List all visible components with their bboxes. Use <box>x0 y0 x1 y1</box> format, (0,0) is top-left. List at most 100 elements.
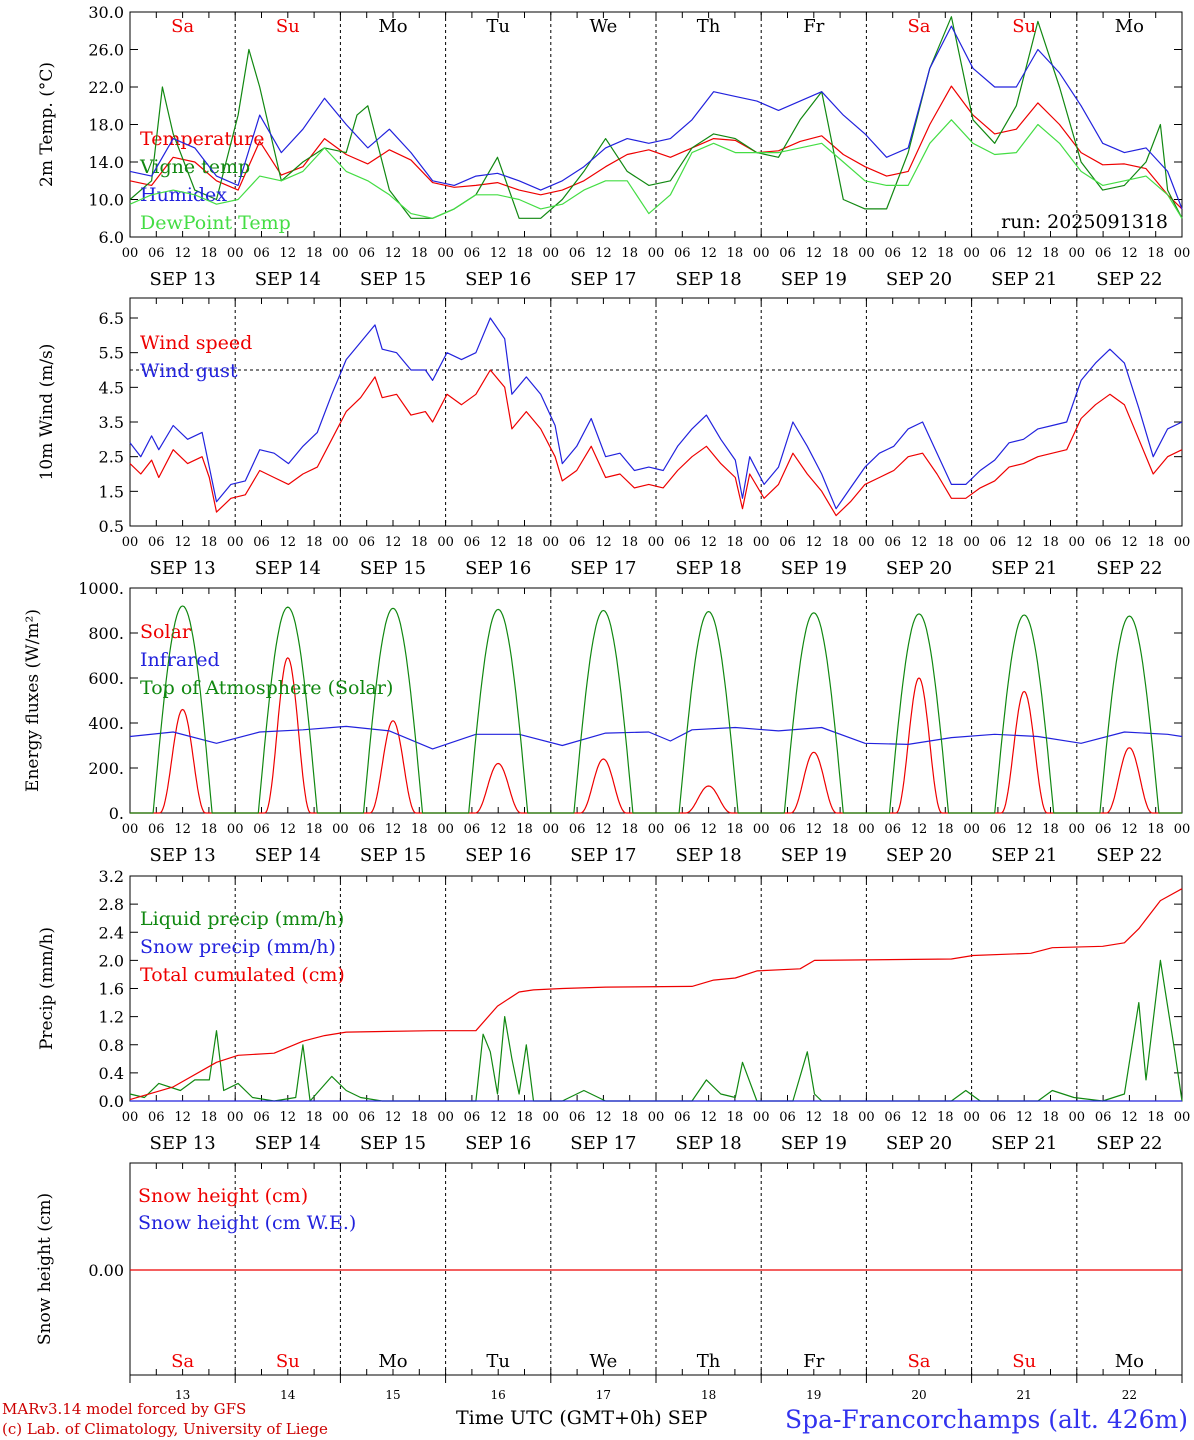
x-tick-label: 12 <box>385 535 402 550</box>
date-label: SEP 14 <box>255 1133 321 1154</box>
y-tick-label: 600. <box>88 669 124 688</box>
y-tick-label: 14.0 <box>88 153 124 172</box>
y-tick-label: 6.5 <box>99 309 124 328</box>
footer-model: MARv3.14 model forced by GFS <box>2 1400 246 1418</box>
x-tick-label: 00 <box>227 1110 244 1125</box>
y-tick-label: 3.2 <box>99 867 124 886</box>
x-tick-label: 00 <box>122 246 139 261</box>
y-tick-label: 800. <box>88 624 124 643</box>
date-label: SEP 17 <box>570 269 636 290</box>
date-label: SEP 13 <box>149 845 215 866</box>
y-tick-label: 200. <box>88 759 124 778</box>
y-tick-label: 0.0 <box>99 1092 124 1111</box>
y-tick-label: 400. <box>88 714 124 733</box>
date-label: SEP 18 <box>675 558 741 579</box>
x-tick-label: 06 <box>464 1110 481 1125</box>
x-tick-label: 12 <box>1121 1110 1138 1125</box>
x-tick-label: 18 <box>516 246 533 261</box>
x-tick-label: 12 <box>280 535 297 550</box>
legend-entry: Top of Atmosphere (Solar) <box>140 677 393 699</box>
plot-frame <box>129 11 1183 238</box>
x-tick-label: 00 <box>648 246 665 261</box>
date-label: SEP 15 <box>360 558 426 579</box>
chart-panel-2: 6.5 5.5 4.5 3.5 2.5 1.5 0.5 10m Wind (m/s) Wind … <box>37 297 1190 579</box>
x-tick-label: 06 <box>779 246 796 261</box>
date-label: SEP 14 <box>255 269 321 290</box>
x-tick-label: 18 <box>1042 822 1059 837</box>
legend-entry: Humidex <box>140 184 227 206</box>
y-tick-label: 4.5 <box>99 378 124 397</box>
x-tick-label: 12 <box>700 535 717 550</box>
series-line-2 <box>129 317 1183 510</box>
date-label: SEP 19 <box>781 845 847 866</box>
x-tick-label: 18 <box>937 535 954 550</box>
x-tick-label: 00 <box>437 246 454 261</box>
day-number-label: 18 <box>701 1388 716 1402</box>
x-tick-label: 06 <box>674 1110 691 1125</box>
x-tick-label: 00 <box>1069 822 1086 837</box>
x-tick-label: 18 <box>201 1110 218 1125</box>
y-tick-label: 0.8 <box>99 1036 124 1055</box>
date-label: SEP 19 <box>781 558 847 579</box>
day-name-label: Mo <box>1115 16 1144 37</box>
legend-entry: Liquid precip (mm/h) <box>140 908 344 930</box>
x-tick-label: 06 <box>253 1110 270 1125</box>
x-tick-label: 00 <box>543 246 560 261</box>
x-tick-label: 12 <box>174 246 191 261</box>
x-tick-label: 18 <box>727 1110 744 1125</box>
series-line-4 <box>129 119 1183 219</box>
day-number-label: 22 <box>1122 1388 1137 1402</box>
x-tick-label: 06 <box>1095 535 1112 550</box>
date-label: SEP 15 <box>360 269 426 290</box>
x-tick-label: 18 <box>201 535 218 550</box>
y-tick-label: 2.0 <box>99 951 124 970</box>
y-tick-label: 30.0 <box>88 3 124 22</box>
day-name-label: Su <box>1012 16 1036 37</box>
x-tick-label: 12 <box>174 1110 191 1125</box>
x-tick-label: 12 <box>1016 246 1033 261</box>
x-tick-label: 06 <box>884 822 901 837</box>
date-label: SEP 15 <box>360 845 426 866</box>
series-line-3 <box>129 888 1183 1101</box>
y-axis-title: Energy fluxes (W/m²) <box>23 609 43 792</box>
x-tick-label: 12 <box>1016 822 1033 837</box>
x-tick-label: 06 <box>1095 246 1112 261</box>
date-label: SEP 13 <box>149 558 215 579</box>
x-tick-label: 06 <box>674 822 691 837</box>
day-name-label: Su <box>276 16 300 37</box>
x-tick-label: 06 <box>569 246 586 261</box>
series-line-2 <box>129 725 1183 750</box>
y-tick-label: 2.4 <box>99 923 124 942</box>
date-label: SEP 13 <box>149 269 215 290</box>
x-tick-label: 18 <box>937 1110 954 1125</box>
x-tick-label: 06 <box>148 246 165 261</box>
x-tick-label: 06 <box>884 535 901 550</box>
x-tick-label: 00 <box>1174 822 1191 837</box>
x-tick-label: 06 <box>884 246 901 261</box>
date-label: SEP 16 <box>465 269 531 290</box>
x-tick-label: 00 <box>227 822 244 837</box>
x-tick-label: 18 <box>201 246 218 261</box>
day-name-label: Fr <box>803 1351 824 1372</box>
x-tick-label: 18 <box>832 246 849 261</box>
date-label: SEP 20 <box>886 1133 952 1154</box>
date-label: SEP 19 <box>781 1133 847 1154</box>
legend-entry: Vigne temp <box>139 156 250 178</box>
day-name-label: Tu <box>486 16 510 37</box>
x-tick-label: 18 <box>516 1110 533 1125</box>
x-tick-label: 12 <box>911 1110 928 1125</box>
date-label: SEP 20 <box>886 269 952 290</box>
day-name-label: Mo <box>1115 1351 1144 1372</box>
x-tick-label: 18 <box>727 535 744 550</box>
day-name-label: We <box>590 1351 618 1372</box>
series-line-3 <box>129 25 1183 210</box>
date-label: SEP 17 <box>570 845 636 866</box>
x-tick-label: 00 <box>648 535 665 550</box>
y-tick-label: 2.8 <box>99 895 124 914</box>
date-label: SEP 18 <box>675 1133 741 1154</box>
y-tick-label: 22.0 <box>88 78 124 97</box>
x-tick-label: 12 <box>700 822 717 837</box>
date-label: SEP 17 <box>570 1133 636 1154</box>
x-tick-label: 12 <box>1016 1110 1033 1125</box>
x-tick-label: 06 <box>990 535 1007 550</box>
